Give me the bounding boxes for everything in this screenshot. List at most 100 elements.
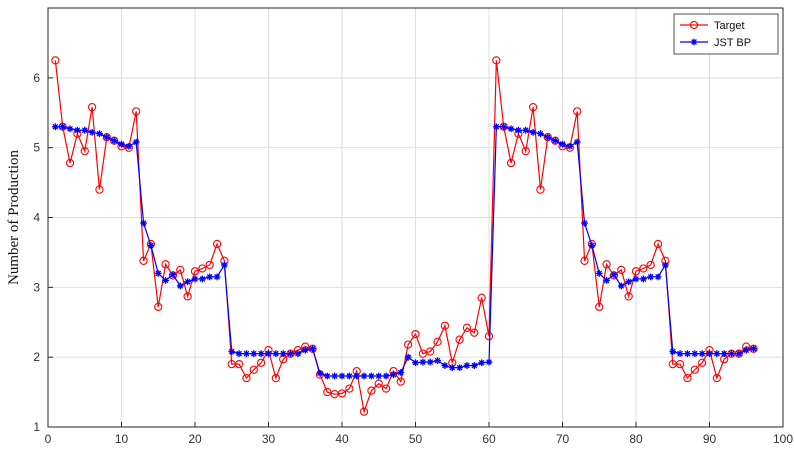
data-point: [257, 350, 265, 358]
data-point: [279, 350, 287, 358]
data-point: [234, 359, 244, 369]
data-point: [477, 293, 486, 302]
data-point: [323, 387, 332, 397]
data-point: [684, 350, 691, 358]
data-point: [309, 345, 316, 353]
data-point: [65, 158, 75, 168]
data-point: [411, 329, 420, 339]
data-point: [595, 269, 603, 277]
y-tick-label: 3: [33, 280, 40, 294]
data-point: [543, 133, 552, 142]
data-point: [374, 379, 383, 388]
data-point: [198, 264, 207, 273]
data-point: [265, 350, 272, 358]
data-point: [750, 345, 757, 353]
data-point: [287, 350, 294, 358]
data-point: [544, 133, 552, 141]
data-point: [198, 275, 206, 283]
data-point: [110, 137, 118, 145]
data-point: [301, 346, 309, 354]
data-point: [154, 269, 162, 277]
data-point: [646, 260, 655, 270]
data-point: [74, 126, 81, 134]
data-point: [580, 256, 589, 265]
data-point: [353, 372, 361, 380]
data-point: [433, 337, 442, 346]
data-point: [80, 147, 89, 156]
data-point: [271, 373, 280, 383]
data-point: [176, 282, 184, 290]
data-point: [529, 128, 537, 136]
data-point: [617, 265, 626, 275]
data-point: [162, 276, 169, 284]
x-tick-label: 60: [482, 432, 496, 446]
data-point: [728, 350, 735, 358]
data-point: [537, 130, 544, 138]
data-point: [712, 373, 721, 383]
data-point: [139, 256, 148, 265]
data-point: [396, 377, 405, 386]
data-point: [492, 56, 501, 65]
data-point: [132, 138, 140, 146]
data-point: [698, 350, 706, 358]
data-point: [412, 359, 419, 367]
data-point: [250, 350, 258, 358]
data-point: [462, 323, 472, 332]
data-point: [500, 123, 508, 131]
legend-item-jst-bp: JST BP: [680, 37, 751, 49]
x-tick-label: 0: [45, 432, 52, 446]
data-point: [602, 260, 611, 269]
data-point: [367, 386, 376, 395]
y-tick-label: 6: [33, 71, 40, 85]
data-point: [103, 133, 111, 141]
data-point: [403, 340, 413, 349]
data-point: [426, 358, 434, 366]
data-point: [713, 350, 721, 358]
data-point: [448, 364, 456, 372]
data-point: [66, 125, 74, 133]
legend-box: [673, 13, 779, 55]
x-tick-label: 40: [335, 432, 349, 446]
data-point: [375, 372, 383, 380]
series-line: [54, 60, 754, 414]
x-tick-label: 30: [262, 432, 276, 446]
data-point: [337, 389, 347, 398]
data-point: [390, 371, 397, 379]
data-point: [683, 373, 692, 383]
data-point: [426, 347, 435, 356]
data-point: [456, 364, 463, 372]
data-point: [551, 137, 559, 145]
data-point: [463, 362, 471, 369]
data-point: [397, 369, 405, 376]
series-jst-bp: [51, 123, 757, 380]
data-point: [749, 344, 758, 353]
data-point: [110, 136, 119, 145]
series-target: [51, 56, 758, 416]
data-point: [338, 372, 346, 380]
data-point: [316, 369, 324, 377]
x-tick-label: 20: [188, 432, 202, 446]
data-point: [521, 147, 530, 156]
data-point: [691, 350, 699, 358]
data-point: [345, 384, 354, 393]
data-point: [323, 372, 331, 380]
data-point: [566, 142, 574, 150]
y-tick-label: 1: [33, 420, 40, 434]
data-point: [183, 292, 192, 301]
data-point: [381, 384, 391, 393]
data-point: [647, 273, 655, 281]
data-point: [506, 158, 516, 168]
data-point: [118, 140, 125, 148]
x-tick-label: 70: [556, 432, 570, 446]
data-point: [470, 362, 478, 369]
data-point: [169, 271, 177, 279]
data-point: [184, 278, 192, 286]
series-line: [55, 126, 754, 377]
y-axis-label: Number of Production: [6, 150, 22, 285]
data-point: [212, 239, 222, 249]
data-point: [676, 350, 684, 358]
data-point: [345, 372, 353, 380]
data-point: [132, 107, 141, 116]
data-point: [176, 265, 185, 275]
